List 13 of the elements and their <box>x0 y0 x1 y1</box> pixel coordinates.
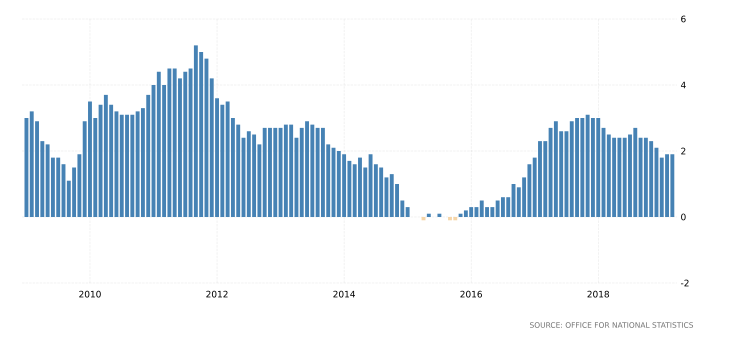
x-tick-label: 2010 <box>79 290 101 298</box>
bar <box>426 214 431 217</box>
y-tick-label: -2 <box>680 280 689 286</box>
bar <box>422 217 426 220</box>
bar <box>437 214 442 217</box>
y-tick-label: 6 <box>681 16 686 22</box>
y-tick-label: 2 <box>681 148 686 154</box>
y-tick-label: 4 <box>680 82 686 88</box>
x-tick-label: 2018 <box>587 290 610 298</box>
y-tick-label: 0 <box>681 214 686 220</box>
x-tick-label: 2016 <box>460 290 482 298</box>
x-tick-label: 2014 <box>333 290 356 298</box>
x-tick-label: 2012 <box>206 290 228 298</box>
